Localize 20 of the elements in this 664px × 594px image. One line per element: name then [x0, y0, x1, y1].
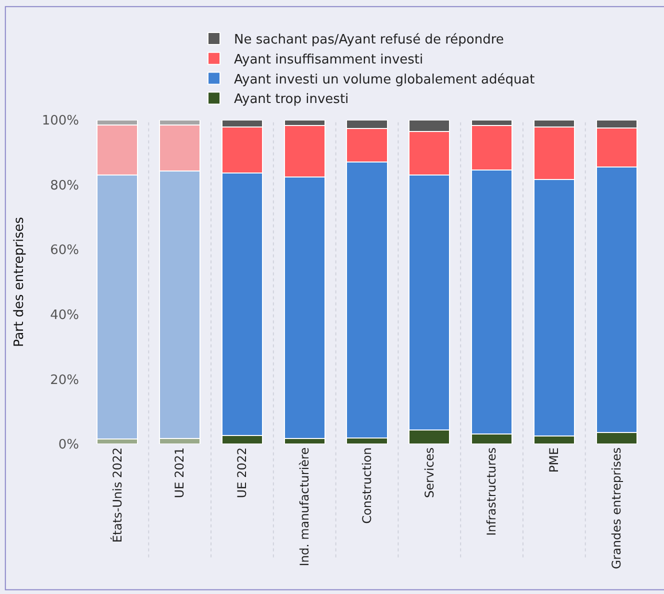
x-tick-label: UE 2022 [235, 447, 250, 498]
y-tick-label: 60% [50, 243, 79, 258]
x-tick-label: UE 2021 [172, 447, 187, 498]
x-tick-label: Ind. manufacturière [298, 447, 312, 566]
y-tick-label: 80% [50, 178, 79, 194]
x-tick-label: Services [422, 447, 436, 498]
x-tick-label: États-Unis 2022 [109, 447, 124, 543]
legend-label: Ne sachant pas/Ayant refusé de répondre [234, 32, 504, 48]
y-tick-label: 100% [42, 114, 79, 129]
y-tick-label: 0% [58, 438, 79, 453]
x-tick-label: Grandes entreprises [609, 447, 624, 570]
legend-label: Ayant trop investi [234, 92, 349, 108]
y-axis-title: Part des entreprises [12, 216, 27, 348]
legend-label: Ayant investi un volume globalement adéquat [234, 72, 535, 88]
legend-label: Ayant insuffisamment investi [234, 52, 424, 68]
y-tick-label: 20% [50, 372, 79, 388]
y-tick-label: 40% [50, 308, 79, 323]
x-tick-label: Construction [360, 447, 374, 524]
x-tick-label: PME [547, 447, 562, 473]
x-tick-label: Infrastructures [484, 447, 499, 536]
